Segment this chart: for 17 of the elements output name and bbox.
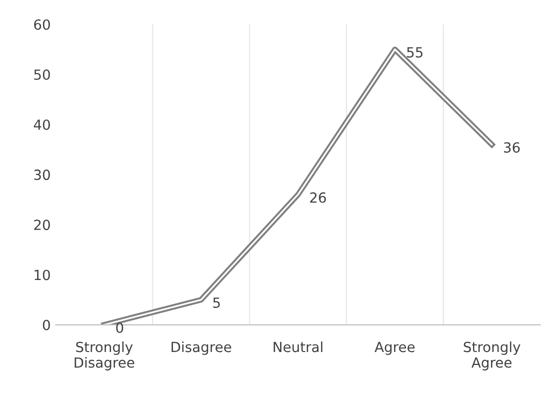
y-tick-label: 50 — [34, 69, 50, 80]
data-label: 5 — [213, 298, 220, 308]
y-tick-label: 60 — [34, 19, 50, 30]
y-tick-label: 30 — [34, 170, 50, 180]
x-tick-label: Disagree — [172, 341, 232, 355]
data-label: 0 — [116, 322, 124, 333]
x-tick-label: Agree — [374, 342, 415, 355]
x-tick-label: Strongly Disagree — [74, 341, 134, 370]
y-tick-label: 40 — [34, 119, 50, 130]
data-label: 36 — [504, 142, 520, 153]
x-tick-label: Strongly Agree — [464, 341, 520, 370]
y-tick-label: 0 — [42, 320, 50, 330]
data-label: 26 — [310, 192, 326, 203]
x-tick-label: Neutral — [274, 341, 322, 352]
data-label: 55 — [407, 47, 422, 58]
y-tick-label: 10 — [34, 270, 50, 280]
y-tick-label: 20 — [34, 220, 50, 230]
